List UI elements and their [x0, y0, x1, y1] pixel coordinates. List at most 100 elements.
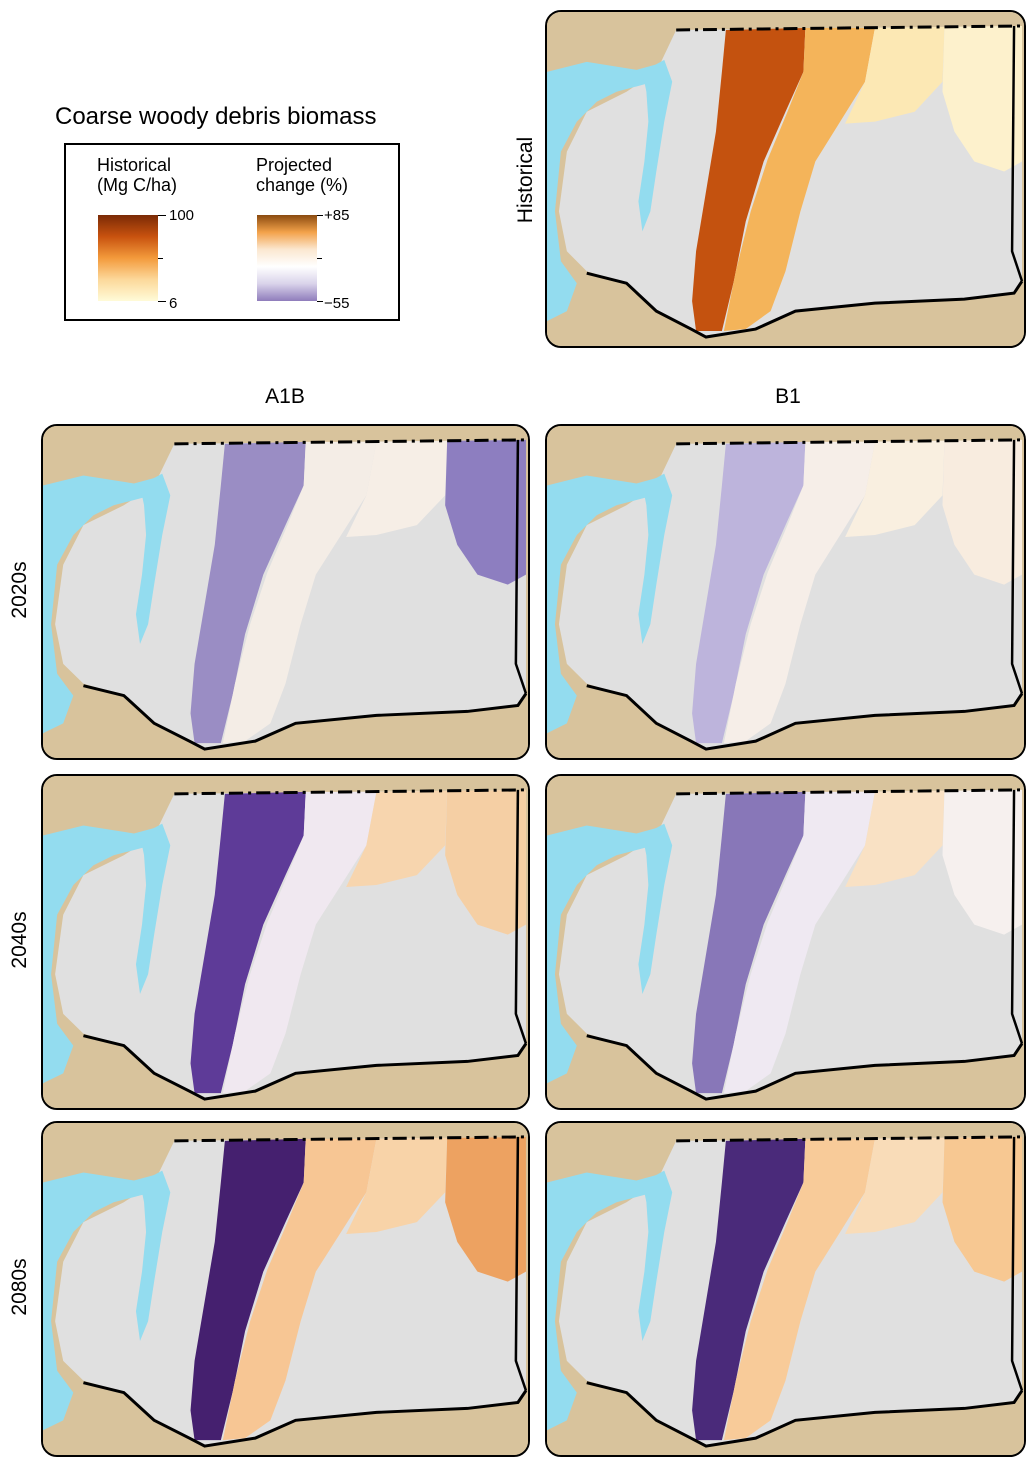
okanogan-zone: [346, 790, 448, 887]
okanogan-zone: [845, 440, 945, 537]
historical-row-label: Historical: [514, 136, 537, 224]
map-svg: [547, 12, 1024, 346]
puget-sound: [135, 473, 171, 645]
change-heading-line1: Projected: [256, 155, 333, 175]
change-tick-mid: [317, 258, 322, 259]
map-a1b-2040s: [41, 774, 530, 1110]
map-svg: [43, 1123, 528, 1455]
columbia-river-border: [586, 1381, 1024, 1448]
cascades-west-zone: [692, 27, 806, 332]
map-a1b-2020s: [41, 424, 530, 760]
change-max-label: +85: [324, 207, 350, 224]
pacific-water: [547, 825, 659, 1084]
historical-min-label: 6: [169, 295, 178, 312]
idaho-border: [1010, 25, 1024, 282]
map-b1-2080s: [545, 1121, 1026, 1457]
map-b1-2040s: [545, 774, 1026, 1110]
map-b1-2020s: [545, 424, 1026, 760]
puget-sound: [638, 823, 673, 995]
cascades-east-zone: [723, 1138, 875, 1441]
northeast-zone: [445, 789, 526, 935]
row-label-2080s: 2080s: [8, 1258, 31, 1316]
okanogan-zone: [845, 1137, 945, 1234]
puget-sound: [135, 1170, 171, 1342]
change-tick-top: [317, 215, 323, 216]
pacific-water: [43, 1172, 157, 1431]
puget-sound: [135, 823, 171, 995]
idaho-border: [1010, 439, 1024, 694]
puget-sound: [638, 59, 673, 232]
legend-box: Historical (Mg C/ha) 100 6 Projected cha…: [64, 143, 400, 321]
pacific-water: [43, 825, 157, 1084]
cascades-west-zone: [692, 441, 806, 744]
historical-colorbar: [98, 215, 158, 301]
historical-tick-mid: [158, 258, 163, 259]
map-svg: [547, 426, 1024, 758]
idaho-border: [514, 1136, 528, 1391]
historical-heading-line1: Historical: [97, 155, 172, 175]
northeast-zone: [942, 439, 1023, 585]
canada-border: [676, 438, 1023, 446]
cascades-east-zone: [222, 1138, 377, 1441]
puget-sound: [638, 1170, 673, 1342]
historical-heading-line2: (Mg C/ha): [97, 175, 178, 195]
puget-sound: [638, 473, 673, 645]
row-label-2040s: 2040s: [8, 911, 31, 969]
okanogan-zone: [346, 1137, 448, 1234]
cascades-west-zone: [692, 791, 806, 1094]
map-svg: [43, 426, 528, 758]
canada-border: [676, 1135, 1023, 1143]
cascades-east-zone: [222, 441, 377, 744]
change-tick-bottom: [317, 301, 323, 302]
columbia-river-border: [83, 684, 528, 751]
historical-tick-top: [158, 215, 166, 216]
cascades-west-zone: [190, 1138, 306, 1441]
column-label-b1: B1: [775, 385, 801, 408]
cascades-west-zone: [190, 791, 306, 1094]
row-label-2020s: 2020s: [8, 561, 31, 619]
map-a1b-2080s: [41, 1121, 530, 1457]
map-svg: [43, 776, 528, 1108]
cascades-east-zone: [723, 791, 875, 1094]
idaho-border: [1010, 1136, 1024, 1391]
cascades-west-zone: [692, 1138, 806, 1441]
pacific-water: [547, 61, 659, 322]
columbia-river-border: [83, 1381, 528, 1448]
canada-border: [174, 438, 526, 446]
canada-border: [676, 24, 1023, 32]
northeast-zone: [942, 1136, 1023, 1282]
columbia-river-border: [83, 1034, 528, 1101]
historical-map: [545, 10, 1026, 348]
pacific-water: [547, 475, 659, 734]
columbia-river-border: [586, 271, 1024, 339]
northeast-zone: [445, 439, 526, 585]
okanogan-zone: [845, 790, 945, 887]
canada-border: [676, 788, 1023, 796]
canada-border: [174, 1135, 526, 1143]
canada-border: [174, 788, 526, 796]
northeast-zone: [942, 789, 1023, 935]
northeast-zone: [445, 1136, 526, 1282]
legend-title: Coarse woody debris biomass: [55, 103, 377, 130]
cascades-east-zone: [723, 441, 875, 744]
pacific-water: [43, 475, 157, 734]
idaho-border: [514, 789, 528, 1044]
map-svg: [547, 776, 1024, 1108]
northeast-zone: [942, 25, 1023, 172]
idaho-border: [1010, 789, 1024, 1044]
columbia-river-border: [586, 684, 1024, 751]
idaho-border: [514, 439, 528, 694]
cascades-east-zone: [222, 791, 377, 1094]
change-heading-line2: change (%): [256, 175, 349, 195]
historical-max-label: 100: [169, 207, 195, 224]
pacific-water: [547, 1172, 659, 1431]
change-colorbar: [257, 215, 317, 301]
cascades-west-zone: [190, 441, 306, 744]
okanogan-zone: [346, 440, 448, 537]
change-min-label: −55: [324, 295, 350, 312]
map-svg: [547, 1123, 1024, 1455]
columbia-river-border: [586, 1034, 1024, 1101]
column-label-a1b: A1B: [265, 385, 305, 408]
cascades-east-zone: [723, 27, 875, 332]
historical-tick-bottom: [158, 301, 166, 302]
